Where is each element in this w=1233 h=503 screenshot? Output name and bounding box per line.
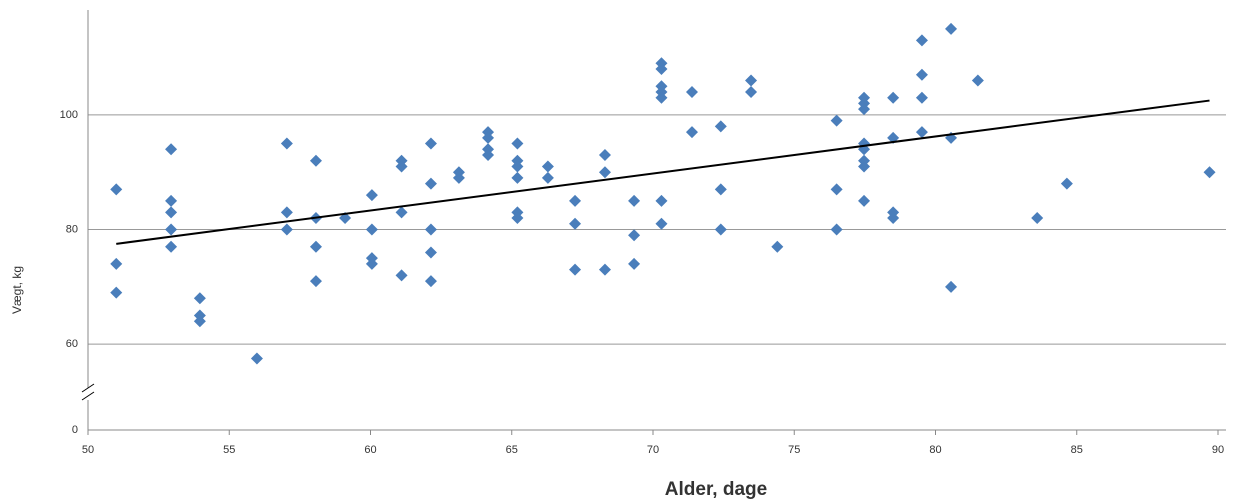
point xyxy=(915,91,928,104)
point xyxy=(280,206,293,219)
point xyxy=(541,171,554,184)
point xyxy=(714,223,727,236)
point xyxy=(424,177,437,190)
point xyxy=(165,143,178,156)
point xyxy=(365,189,378,202)
x-tick-label: 55 xyxy=(223,444,235,456)
point xyxy=(628,194,641,207)
point xyxy=(685,126,698,139)
point xyxy=(628,257,641,270)
point xyxy=(365,223,378,236)
point xyxy=(511,160,524,173)
point xyxy=(309,154,322,167)
point xyxy=(655,63,668,76)
axis-break-gap xyxy=(82,388,94,400)
point xyxy=(714,120,727,133)
point xyxy=(628,229,641,242)
y-tick-label: 80 xyxy=(66,223,78,235)
point xyxy=(569,194,582,207)
point xyxy=(714,183,727,196)
point xyxy=(365,257,378,270)
point xyxy=(250,352,263,365)
point xyxy=(971,74,984,87)
point xyxy=(1203,166,1216,179)
point xyxy=(598,166,611,179)
point xyxy=(655,194,668,207)
axis-break xyxy=(81,391,95,401)
point xyxy=(745,74,758,87)
point xyxy=(511,137,524,150)
point xyxy=(945,22,958,35)
point xyxy=(395,269,408,282)
point xyxy=(395,160,408,173)
point xyxy=(424,223,437,236)
point xyxy=(858,103,871,116)
point xyxy=(511,171,524,184)
point xyxy=(915,126,928,139)
x-axis-label: Alder, dage xyxy=(665,479,767,500)
point xyxy=(165,223,178,236)
x-tick-label: 85 xyxy=(1071,444,1083,456)
point xyxy=(771,240,784,253)
point xyxy=(858,160,871,173)
point xyxy=(424,246,437,259)
x-tick-label: 75 xyxy=(788,444,800,456)
point xyxy=(945,280,958,293)
point xyxy=(745,85,758,98)
y-tick-label: 60 xyxy=(66,338,78,350)
point xyxy=(309,240,322,253)
point xyxy=(482,149,495,162)
point xyxy=(193,292,206,305)
trendline xyxy=(116,99,1210,245)
point xyxy=(887,212,900,225)
point xyxy=(110,183,123,196)
point xyxy=(424,275,437,288)
point xyxy=(165,206,178,219)
point xyxy=(685,85,698,98)
x-tick-label: 65 xyxy=(506,444,518,456)
x-tick-label: 80 xyxy=(929,444,941,456)
point xyxy=(655,91,668,104)
point xyxy=(280,223,293,236)
point xyxy=(858,194,871,207)
point xyxy=(830,114,843,127)
point xyxy=(569,263,582,276)
point xyxy=(424,137,437,150)
x-tick-label: 70 xyxy=(647,444,659,456)
point xyxy=(309,275,322,288)
point xyxy=(511,212,524,225)
point xyxy=(482,131,495,144)
point xyxy=(830,223,843,236)
point xyxy=(165,194,178,207)
axis-break xyxy=(81,383,95,393)
y-tick-label: 0 xyxy=(72,424,78,436)
point xyxy=(280,137,293,150)
x-tick-label: 60 xyxy=(364,444,376,456)
point xyxy=(915,34,928,47)
point xyxy=(193,315,206,328)
point xyxy=(598,149,611,162)
x-tick-label: 50 xyxy=(82,444,94,456)
point xyxy=(887,91,900,104)
point xyxy=(1031,212,1044,225)
point xyxy=(541,160,554,173)
point xyxy=(915,68,928,81)
point xyxy=(110,286,123,299)
x-tick-label: 90 xyxy=(1212,444,1224,456)
point xyxy=(598,263,611,276)
point xyxy=(830,183,843,196)
point xyxy=(110,257,123,270)
point xyxy=(569,217,582,230)
point xyxy=(1060,177,1073,190)
point xyxy=(655,217,668,230)
point xyxy=(395,206,408,219)
y-tick-label: 100 xyxy=(60,109,78,121)
y-axis-label: Vægt, kg xyxy=(10,266,24,314)
point xyxy=(452,171,465,184)
point xyxy=(165,240,178,253)
